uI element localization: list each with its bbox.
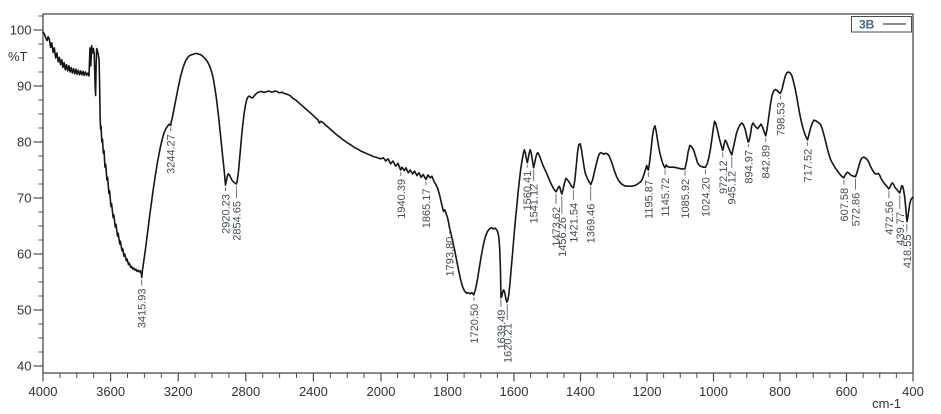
peak-label: 1195.87	[643, 180, 655, 219]
x-tick-label: 600	[836, 384, 858, 399]
y-tick-label: 90	[17, 79, 31, 94]
x-tick-label: 1200	[633, 384, 662, 399]
peak-label: 1940.39	[396, 179, 408, 219]
x-tick-label: 2800	[231, 384, 260, 399]
peak-label: 607.58	[839, 188, 851, 222]
y-tick-label: 40	[17, 359, 31, 374]
x-tick-label: 3600	[96, 384, 125, 399]
y-axis-unit-label: %T	[8, 49, 28, 64]
x-tick-label: 1000	[699, 384, 728, 399]
plot-border	[42, 13, 914, 374]
peak-label: 1145.72	[660, 178, 672, 217]
x-axis-unit-label: cm-1	[872, 396, 901, 411]
x-tick-label: 1400	[566, 384, 595, 399]
peak-label: 798.53	[775, 102, 787, 136]
peak-label: 1369.46	[586, 204, 598, 244]
legend-frame	[851, 16, 912, 33]
peak-label: 1456.26	[557, 217, 569, 257]
peak-label: 3244.27	[166, 134, 178, 174]
peak-label: 1421.54	[568, 203, 580, 243]
y-tick-label: 80	[17, 135, 31, 150]
peak-label: 1024.20	[700, 177, 712, 217]
peak-label: 945.12	[727, 171, 739, 205]
y-tick-label: 50	[17, 303, 31, 318]
peak-label: 1639.49	[496, 310, 508, 350]
legend-label: 3B	[859, 18, 875, 32]
peak-label: 717.52	[802, 149, 814, 183]
legend-box: 3B	[851, 16, 912, 33]
y-tick-label: 60	[17, 247, 31, 262]
peak-label: 842.89	[761, 145, 773, 179]
y-tick-label: 70	[17, 191, 31, 206]
x-axis-ticks: 4000 3600 3200 2800 2400 2000 1800 1600 1400 1200…	[29, 373, 924, 399]
x-tick-label: 400	[902, 384, 924, 399]
peak-label: 894.97	[743, 150, 755, 184]
y-axis-ticks: 100 90 80 70 60 50 40	[10, 15, 43, 374]
peak-label: 472.56	[884, 201, 896, 235]
x-tick-label: 4000	[29, 384, 58, 399]
x-tick-label: 800	[769, 384, 791, 399]
peak-label: 572.86	[851, 193, 863, 227]
peak-label: 1720.50	[469, 304, 481, 344]
peak-label: 1620.21	[502, 323, 514, 363]
peak-annotations: 3415.93 3244.27 2920.23 2854.65 1940.39 1865.…	[137, 95, 914, 363]
peak-label: 1473.62	[551, 207, 563, 247]
x-tick-label: 2000	[367, 384, 396, 399]
x-tick-label: 1600	[500, 384, 529, 399]
x-tick-label: 3200	[164, 384, 193, 399]
peak-label: 972.12	[718, 160, 730, 194]
peak-label: 1865.17	[421, 189, 433, 229]
peak-label: 418.55	[902, 235, 914, 269]
peak-label: 1560.41	[522, 171, 534, 211]
peak-label: 2920.23	[220, 194, 232, 234]
peak-label: 439.77	[895, 212, 907, 246]
peak-label: 1793.80	[445, 237, 457, 277]
peak-label: 3415.93	[137, 289, 149, 329]
peak-label: 1541.12	[529, 184, 541, 224]
peak-label: 2854.65	[232, 201, 244, 241]
peak-label: 1085.92	[680, 179, 692, 219]
y-tick-label: 100	[10, 23, 32, 38]
x-tick-label: 1800	[433, 384, 462, 399]
spectrum-curve	[42, 31, 914, 303]
x-tick-label: 2400	[299, 384, 328, 399]
